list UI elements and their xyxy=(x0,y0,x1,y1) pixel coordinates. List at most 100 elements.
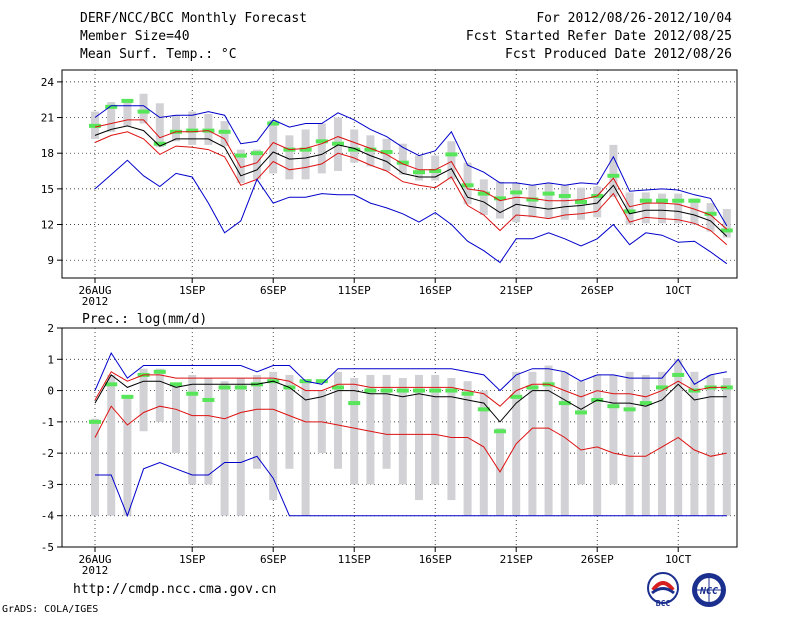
spread-box xyxy=(172,115,180,142)
member-mark xyxy=(526,197,539,202)
spread-box xyxy=(560,371,569,516)
series-line-ensemble-mean xyxy=(94,125,728,237)
member-mark xyxy=(639,198,652,203)
x-tick-label: 21SEP xyxy=(500,284,533,297)
spread-box xyxy=(398,378,407,485)
x-tick-label: 1SEP xyxy=(179,284,206,297)
plot-frame xyxy=(61,327,738,548)
spread-box xyxy=(479,390,488,516)
x-tick-label: 26AUG xyxy=(78,284,111,297)
member-mark xyxy=(348,401,361,406)
member-mark xyxy=(477,191,490,196)
spread-box xyxy=(722,209,731,238)
member-mark xyxy=(526,385,539,390)
spread-box xyxy=(544,365,553,516)
y-tick-label: 9 xyxy=(47,254,54,267)
member-mark xyxy=(688,198,701,203)
spread-box xyxy=(431,374,440,485)
member-mark xyxy=(267,121,280,126)
grads-credit: GrADS: COLA/IGES xyxy=(2,604,99,615)
member-mark xyxy=(639,401,652,406)
member-mark xyxy=(623,407,636,412)
spread-box xyxy=(91,418,99,516)
source-url[interactable]: http://cmdp.ncc.cma.gov.cn xyxy=(73,582,277,597)
spread-box xyxy=(722,378,731,516)
member-mark xyxy=(170,382,182,387)
plot-frame xyxy=(61,69,738,279)
member-mark xyxy=(704,211,717,216)
spread-box xyxy=(334,371,342,469)
member-mark xyxy=(364,388,377,393)
member-mark xyxy=(429,169,442,174)
spread-box xyxy=(593,374,602,516)
member-mark xyxy=(429,388,442,393)
member-mark xyxy=(558,193,571,198)
y-tick-label: 15 xyxy=(41,183,54,196)
x-tick-label: 1OCT xyxy=(665,284,692,297)
spread-box xyxy=(382,374,391,469)
member-mark xyxy=(380,150,393,155)
series-line-upper-mid xyxy=(94,371,727,407)
spread-box xyxy=(609,374,618,485)
x-tick-label: 26SEP xyxy=(581,284,614,297)
member-mark xyxy=(348,147,361,152)
spread-box xyxy=(285,374,294,469)
spread-box xyxy=(382,138,391,172)
member-mark xyxy=(299,147,312,152)
x-tick-label: 16SEP xyxy=(419,553,452,566)
spread-box xyxy=(253,374,261,469)
member-mark xyxy=(607,404,620,409)
member-mark xyxy=(510,394,523,399)
spread-box xyxy=(269,119,278,174)
member-mark xyxy=(251,151,263,156)
member-mark xyxy=(396,160,409,165)
spread-box xyxy=(301,381,310,516)
member-mark xyxy=(105,382,118,387)
member-mark xyxy=(656,198,668,203)
prec-title: Prec.: log(mm/d) xyxy=(82,312,207,327)
spread-box xyxy=(188,111,197,145)
forecast-period: For 2012/08/26-2012/10/04 xyxy=(536,11,732,26)
member-mark xyxy=(575,199,587,204)
y-tick-label: -4 xyxy=(41,510,55,523)
ncc-logo-text: NCC xyxy=(699,586,718,597)
spread-box xyxy=(398,143,407,175)
y-tick-label: -3 xyxy=(41,478,54,491)
x-tick-label: 11SEP xyxy=(338,284,371,297)
y-tick-label: 2 xyxy=(47,322,54,335)
spread-box xyxy=(479,179,488,216)
spread-box xyxy=(139,368,148,432)
series-line-ensemble-mean xyxy=(94,374,727,423)
member-mark xyxy=(477,407,490,412)
spread-box xyxy=(625,371,634,516)
spread-box xyxy=(609,144,618,198)
variable-label: Mean Surf. Temp.: °C xyxy=(80,47,237,62)
spread-box xyxy=(593,186,602,218)
member-mark xyxy=(121,98,134,103)
member-mark xyxy=(380,388,393,393)
member-mark xyxy=(575,410,587,415)
member-mark xyxy=(461,391,474,396)
member-mark xyxy=(542,191,555,196)
member-mark xyxy=(315,139,328,144)
member-mark xyxy=(153,141,166,146)
spread-box xyxy=(447,378,456,501)
y-tick-label: -2 xyxy=(41,447,54,460)
member-mark xyxy=(396,388,409,393)
spread-box xyxy=(528,371,537,516)
fcst-started-date: Fcst Started Refer Date 2012/08/25 xyxy=(465,29,732,44)
spread-box xyxy=(366,374,375,485)
series-line-lower xyxy=(95,455,727,518)
spread-box xyxy=(350,378,359,485)
series-line-lower-mid xyxy=(94,131,728,246)
member-mark xyxy=(445,388,458,393)
spread-box xyxy=(706,374,715,516)
member-mark xyxy=(510,190,523,195)
member-mark xyxy=(186,128,199,133)
spread-box xyxy=(512,182,521,223)
spread-box xyxy=(577,381,585,485)
series-line-upper-mid xyxy=(94,119,728,230)
member-mark xyxy=(494,429,506,434)
y-tick-label: 12 xyxy=(41,219,54,232)
series-line-upper xyxy=(94,351,727,392)
